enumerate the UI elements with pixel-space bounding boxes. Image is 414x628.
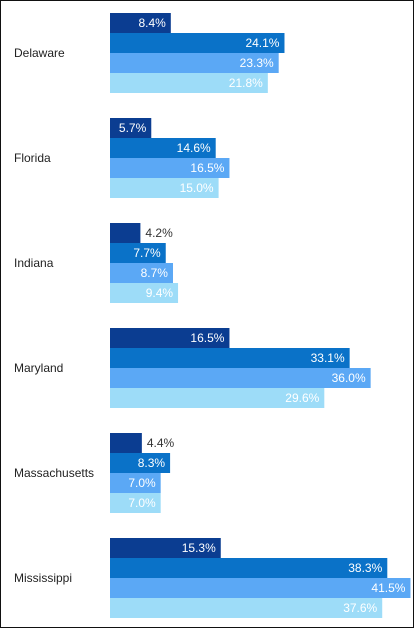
bar-mississippi-series-3 [110, 578, 411, 598]
value-label-mississippi-series-4: 37.6% [343, 601, 377, 615]
value-label-delaware-series-4: 21.8% [229, 76, 263, 90]
category-label-massachusetts: Massachusetts [14, 466, 94, 480]
value-label-massachusetts-series-3: 7.0% [128, 476, 156, 490]
value-label-florida-series-2: 14.6% [177, 141, 211, 155]
bar-maryland-series-2 [110, 348, 350, 368]
value-label-maryland-series-4: 29.6% [285, 391, 319, 405]
category-label-florida: Florida [14, 151, 51, 165]
bar-delaware-series-3 [110, 53, 279, 73]
bar-maryland-series-4 [110, 388, 325, 408]
bars-layer [110, 13, 411, 618]
bar-delaware-series-4 [110, 73, 268, 93]
value-label-mississippi-series-1: 15.3% [182, 541, 216, 555]
bar-mississippi-series-2 [110, 558, 388, 578]
bar-maryland-series-1 [110, 328, 230, 348]
value-label-delaware-series-1: 8.4% [138, 16, 166, 30]
value-label-massachusetts-series-2: 8.3% [138, 456, 166, 470]
category-label-mississippi: Mississippi [14, 571, 72, 585]
value-label-maryland-series-2: 33.1% [311, 351, 345, 365]
bar-indiana-series-3 [110, 263, 173, 283]
value-label-maryland-series-1: 16.5% [190, 331, 224, 345]
labels-layer: Delaware 8.4% 24.1% 23.3% 21.8% Florida 5.7% 14… [14, 16, 406, 615]
value-label-massachusetts-series-1: 4.4% [147, 436, 175, 450]
value-label-massachusetts-series-4: 7.0% [128, 496, 156, 510]
value-label-indiana-series-3: 8.7% [141, 266, 169, 280]
bar-mississippi-series-4 [110, 598, 383, 618]
bar-florida-series-2 [110, 138, 216, 158]
value-label-florida-series-1: 5.7% [119, 121, 147, 135]
value-label-indiana-series-2: 7.7% [133, 246, 161, 260]
value-label-indiana-series-1: 4.2% [145, 226, 173, 240]
bar-maryland-series-3 [110, 368, 371, 388]
bar-indiana-series-4 [110, 283, 179, 303]
bar-indiana-series-2 [110, 243, 166, 263]
value-label-mississippi-series-2: 38.3% [348, 561, 382, 575]
value-label-delaware-series-2: 24.1% [245, 36, 279, 50]
bar-delaware-series-1 [110, 13, 171, 33]
value-label-florida-series-3: 16.5% [190, 161, 224, 175]
bar-massachusetts-series-4 [110, 493, 161, 513]
bar-florida-series-3 [110, 158, 230, 178]
bar-massachusetts-series-3 [110, 473, 161, 493]
category-label-delaware: Delaware [14, 46, 65, 60]
bar-mississippi-series-1 [110, 538, 221, 558]
bar-massachusetts-series-1 [110, 433, 142, 453]
category-label-indiana: Indiana [14, 256, 54, 270]
bar-florida-series-1 [110, 118, 152, 138]
value-label-delaware-series-3: 23.3% [240, 56, 274, 70]
value-label-maryland-series-3: 36.0% [332, 371, 366, 385]
category-label-maryland: Maryland [14, 361, 63, 375]
value-label-florida-series-4: 15.0% [180, 181, 214, 195]
value-label-mississippi-series-3: 41.5% [371, 581, 405, 595]
bar-massachusetts-series-2 [110, 453, 171, 473]
bar-indiana-series-1 [110, 223, 141, 243]
value-label-indiana-series-4: 9.4% [146, 286, 174, 300]
bar-florida-series-4 [110, 178, 219, 198]
bar-delaware-series-2 [110, 33, 285, 53]
